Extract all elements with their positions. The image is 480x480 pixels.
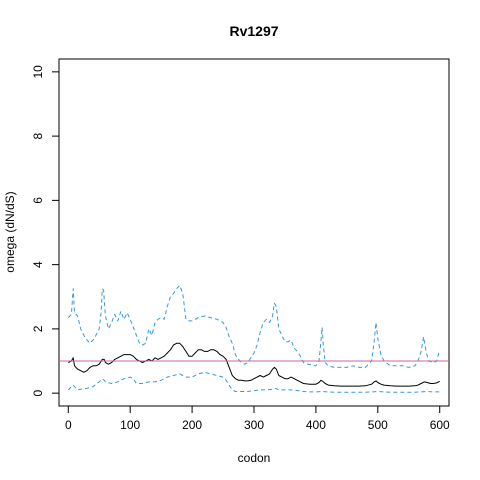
x-tick-label: 200 (182, 418, 202, 432)
x-tick-label: 100 (120, 418, 140, 432)
x-tick-label: 300 (244, 418, 264, 432)
series-line-estimate (68, 342, 440, 387)
y-axis: 0 2 4 6 8 10 (31, 65, 60, 396)
series-layer (67, 285, 441, 393)
series-line-lower (67, 371, 440, 393)
y-axis-label: omega (dN/dS) (3, 191, 17, 272)
x-axis: 0 100 200 300 400 500 600 (65, 405, 450, 432)
plot-frame (58, 58, 450, 407)
y-tick-label: 0 (31, 389, 45, 396)
y-tick-label: 6 (31, 197, 45, 204)
y-tick-label: 10 (31, 65, 45, 79)
x-tick-label: 400 (306, 418, 326, 432)
y-tick-label: 2 (31, 325, 45, 332)
x-tick-label: 0 (65, 418, 72, 432)
chart-title: Rv1297 (229, 23, 278, 39)
x-axis-label: codon (238, 451, 271, 465)
x-tick-label: 500 (368, 418, 388, 432)
y-tick-label: 4 (31, 261, 45, 268)
y-tick-label: 8 (31, 132, 45, 139)
x-tick-label: 600 (430, 418, 450, 432)
